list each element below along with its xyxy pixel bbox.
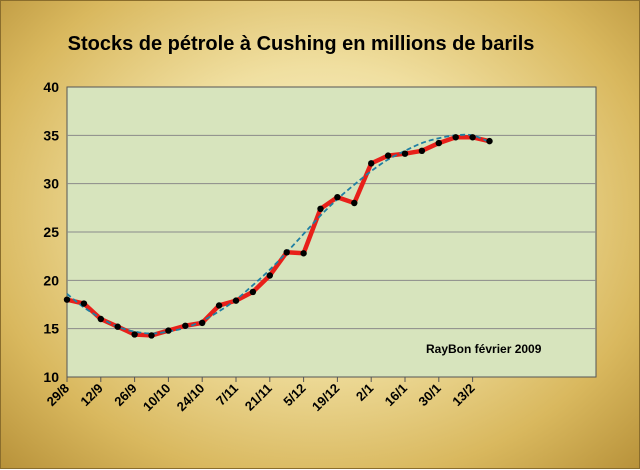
data-point [486,137,493,145]
y-tick-label: 25 [43,224,59,240]
data-point [232,297,240,304]
data-point [300,250,307,257]
x-tick-label: 2/1 [353,381,376,404]
chart-title: Stocks de pétrole à Cushing en millions … [67,33,535,55]
x-tick-label: 7/11 [213,381,241,409]
data-point [452,134,459,141]
x-tick-label: 24/10 [174,381,208,415]
data-point [334,194,341,201]
data-point [401,150,409,157]
x-tick-label: 26/9 [111,381,140,410]
data-point [351,199,358,207]
y-tick-label: 10 [43,369,59,385]
y-tick-label: 40 [43,79,59,95]
x-tick-label: 10/10 [140,381,174,415]
data-point [131,331,138,338]
x-tick-label: 19/12 [309,381,343,415]
x-tick-label: 30/1 [415,381,444,410]
data-point [165,327,172,334]
data-point [384,152,392,159]
x-tick-label: 21/11 [242,381,275,414]
data-point [249,288,257,296]
data-point [317,205,324,212]
x-tick-label: 16/1 [382,381,411,410]
data-point [435,139,442,147]
y-tick-label: 20 [43,272,59,288]
y-tick-label: 15 [43,321,59,337]
x-tick-label: 12/9 [77,381,106,410]
data-point [114,323,121,330]
data-point [283,249,290,256]
data-point [418,147,426,154]
y-tick-label: 30 [43,176,59,192]
data-point [97,315,105,323]
data-point [182,322,189,329]
chart-annotation: RayBon février 2009 [426,342,542,356]
x-tick-label: 5/12 [280,381,309,410]
y-tick-label: 35 [43,127,59,143]
x-tick-label: 13/2 [449,381,478,410]
data-point [215,302,223,309]
data-point [469,134,476,141]
data-point [266,272,273,279]
data-point [80,300,88,307]
data-point [199,319,206,327]
data-point [148,332,155,339]
data-point [63,296,71,303]
data-point [368,160,375,167]
